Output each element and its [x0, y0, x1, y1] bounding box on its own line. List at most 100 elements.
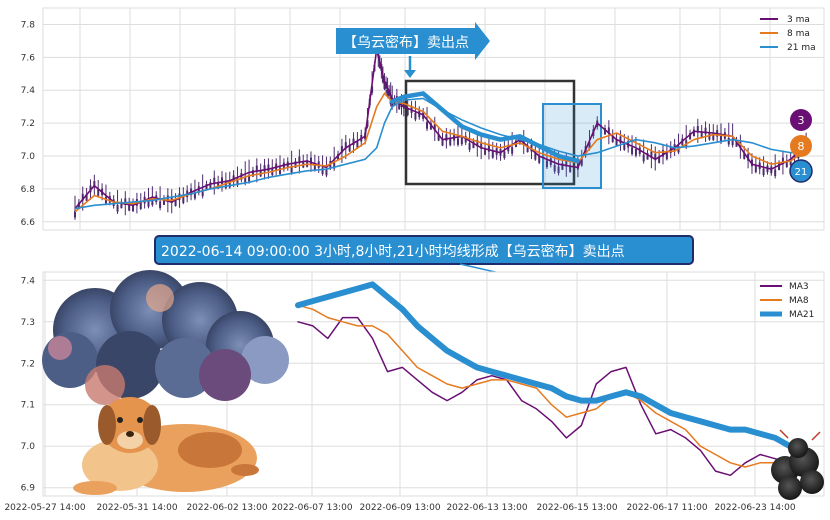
candle-body: [81, 193, 84, 201]
candle-body: [565, 159, 568, 167]
candle-body: [209, 182, 212, 189]
y-tick-label: 7.2: [21, 119, 35, 129]
candle-body: [774, 169, 777, 177]
candle-body: [789, 158, 792, 166]
legend-label: 21 ma: [787, 43, 816, 53]
candle-body: [785, 160, 788, 168]
candle-body: [325, 168, 328, 176]
y-tick-label: 7.0: [21, 442, 36, 452]
bottom-x-tick-labels: 2022-05-27 14:00 2022-05-31 14:00 2022-06-…: [4, 503, 795, 513]
candle-body: [700, 131, 703, 138]
y-tick-label: 7.2: [21, 359, 35, 369]
candle-body: [646, 153, 649, 160]
candle-body: [781, 157, 784, 165]
top-banner: 【乌云密布】卖出点: [336, 22, 490, 78]
candle-body: [437, 133, 440, 141]
candle-body: [391, 100, 394, 108]
candle-body: [224, 181, 227, 189]
candle-body: [166, 195, 169, 203]
candle-body: [298, 156, 301, 164]
x-tick-label: 2022-06-13 13:00: [446, 503, 527, 513]
down-arrow-head-icon: [404, 70, 416, 78]
candle-body: [178, 193, 181, 201]
candle-body: [731, 138, 734, 146]
y-tick-label: 7.3: [21, 318, 35, 328]
candle-body: [386, 89, 389, 97]
candle-body: [503, 151, 506, 158]
candle-body: [569, 165, 572, 173]
candle-body: [217, 181, 220, 189]
circle-badge-icon: [789, 159, 813, 183]
candle-body: [255, 165, 258, 173]
candle-body: [174, 199, 177, 206]
candle-body: [476, 139, 479, 147]
candle-body: [468, 143, 471, 150]
candle-body: [654, 153, 657, 161]
candle-body: [120, 201, 123, 209]
candle-body: [603, 128, 606, 135]
highlight-trend-line: [389, 91, 581, 164]
candle-body: [267, 164, 270, 172]
candle-body: [619, 136, 622, 144]
candle-body: [236, 178, 239, 186]
x-tick-label: 2022-05-27 14:00: [4, 503, 85, 513]
candle-body: [689, 132, 692, 140]
circle-badge-icon: [790, 135, 812, 157]
candle-body: [557, 166, 560, 174]
legend-label: 8 ma: [787, 29, 810, 39]
candle-body: [348, 144, 351, 152]
small-dark-cloud-icon: [771, 429, 824, 500]
candle-body: [337, 154, 340, 161]
y-tick-label: 7.8: [21, 20, 36, 30]
candle-body: [472, 141, 475, 149]
candle-body: [128, 204, 131, 211]
candle-body: [340, 146, 343, 153]
candle-body: [251, 170, 254, 177]
candle-body: [778, 163, 781, 171]
candle-body: [553, 164, 556, 172]
y-tick-label: 6.8: [21, 185, 36, 195]
candle-body: [704, 127, 707, 135]
candle-body: [658, 156, 661, 163]
candle-body: [712, 133, 715, 140]
candle-body: [615, 138, 618, 146]
candle-body: [441, 138, 444, 146]
candle-body: [159, 201, 162, 208]
top-banner-text: 【乌云密布】卖出点: [343, 34, 469, 51]
series-line-2: [74, 97, 811, 210]
candle-body: [534, 153, 537, 160]
candle-body: [77, 202, 80, 209]
y-tick-label: 7.4: [21, 86, 36, 96]
candle-body: [727, 137, 730, 145]
legend-label: MA3: [789, 282, 809, 292]
candle-body: [433, 124, 436, 131]
candle-body: [631, 147, 634, 155]
caption-background: [154, 235, 694, 265]
candle-body: [228, 180, 231, 188]
candle-body: [321, 167, 324, 175]
legend-label: MA8: [789, 296, 809, 306]
candle-body: [244, 176, 247, 183]
candle-body: [561, 163, 564, 170]
top-chart-panel: 6.6 6.8 7.0 7.2 7.4 7.6 7.8 3 ma 8 ma 21 ma 【乌云密…: [21, 7, 825, 231]
candle-body: [309, 157, 312, 165]
bottom-y-tick-labels: 6.9 7.0 7.1 7.2 7.3 7.4: [21, 276, 36, 493]
candle-body: [456, 138, 459, 145]
candle-body: [97, 189, 100, 196]
candle-body: [538, 156, 541, 163]
badge-3-label: 3: [798, 114, 805, 127]
candle-body: [762, 168, 765, 176]
candle-body: [383, 82, 386, 89]
y-tick-label: 6.9: [21, 484, 36, 494]
legend-label: 3 ma: [787, 15, 810, 25]
candle-body: [344, 142, 347, 149]
storm-cloud-illustration: [42, 270, 289, 405]
circle-badge-icon: [790, 109, 812, 131]
candle-body: [402, 102, 405, 109]
candle-body: [518, 137, 521, 145]
candle-body: [429, 123, 432, 130]
candle-body: [313, 163, 316, 171]
candle-body: [607, 127, 610, 134]
badge-8-label: 8: [798, 140, 805, 153]
